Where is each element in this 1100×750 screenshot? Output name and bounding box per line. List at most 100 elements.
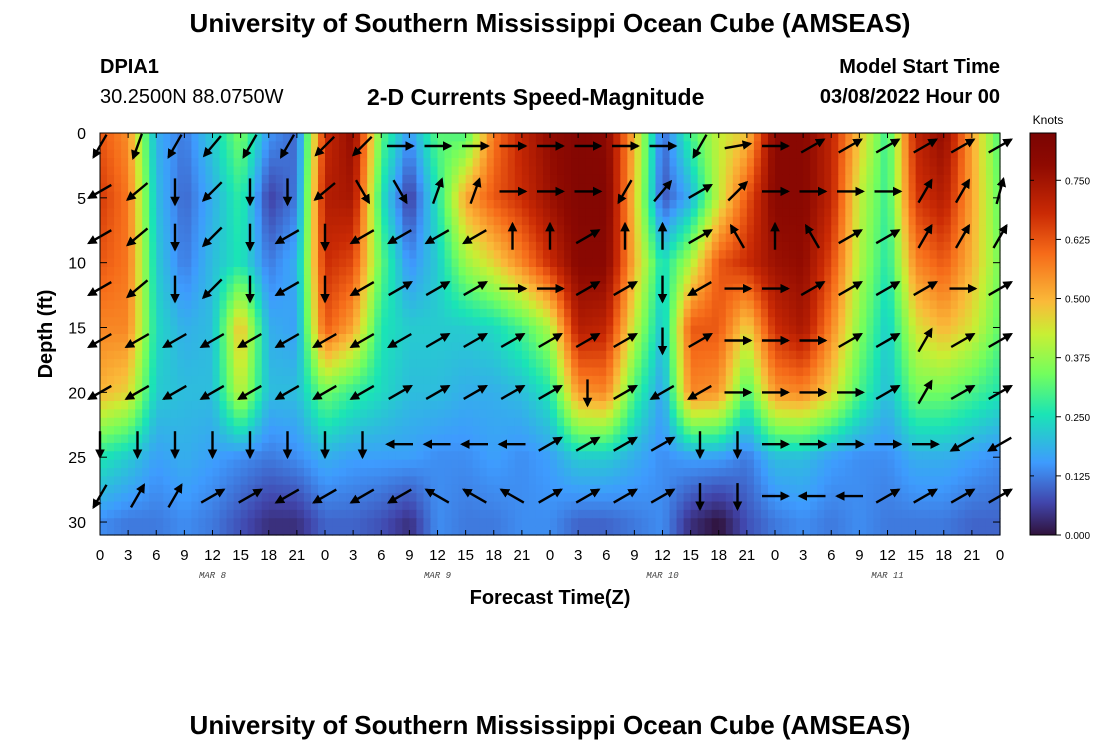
heatmap-cell xyxy=(690,250,699,260)
heatmap-cell xyxy=(437,158,446,168)
heatmap-cell xyxy=(367,409,375,419)
heatmap-cell xyxy=(528,350,537,360)
heatmap-cell xyxy=(866,133,875,142)
heatmap-cell xyxy=(978,375,987,385)
heatmap-cell xyxy=(992,267,1001,276)
heatmap-cell xyxy=(437,241,446,251)
heatmap-cell xyxy=(184,417,193,427)
heatmap-cell xyxy=(121,292,129,302)
heatmap-cell xyxy=(479,216,488,226)
heatmap-cell xyxy=(114,401,122,410)
heatmap-cell xyxy=(915,208,924,218)
heatmap-cell xyxy=(838,225,846,235)
heatmap-cell xyxy=(866,325,875,335)
heatmap-cell xyxy=(191,392,200,402)
heatmap-cell xyxy=(796,166,804,176)
heatmap-cell xyxy=(395,384,403,394)
heatmap-cell xyxy=(697,384,706,394)
heatmap-cell xyxy=(444,409,453,419)
heatmap-cell xyxy=(838,200,846,209)
heatmap-cell xyxy=(486,208,495,218)
heatmap-cell xyxy=(866,367,875,377)
heatmap-cell xyxy=(135,375,143,385)
heatmap-cell xyxy=(261,283,270,293)
heatmap-cell xyxy=(760,292,769,302)
heatmap-cell xyxy=(128,401,136,410)
heatmap-cell xyxy=(746,325,755,335)
heatmap-cell xyxy=(458,367,467,377)
heatmap-cell xyxy=(212,426,221,436)
heatmap-cell xyxy=(409,409,418,419)
heatmap-cell xyxy=(184,375,193,385)
heatmap-cell xyxy=(950,233,959,243)
heatmap-cell xyxy=(908,166,917,176)
heatmap-cell xyxy=(704,283,713,293)
heatmap-cell xyxy=(437,267,446,276)
heatmap-cell xyxy=(486,225,495,235)
heatmap-cell xyxy=(711,183,720,193)
heatmap-cell xyxy=(409,158,418,168)
heatmap-cell xyxy=(957,200,966,209)
heatmap-cell xyxy=(641,233,650,243)
heatmap-cell xyxy=(929,166,938,176)
heatmap-cell xyxy=(739,375,748,385)
heatmap-cell xyxy=(423,300,432,310)
heatmap-cell xyxy=(303,334,312,343)
heatmap-cell xyxy=(128,434,136,444)
heatmap-cell xyxy=(395,166,403,176)
heatmap-cell xyxy=(528,275,537,285)
heatmap-cell xyxy=(339,325,347,335)
heatmap-cell xyxy=(655,384,664,394)
heatmap-cell xyxy=(831,350,839,360)
heatmap-cell xyxy=(929,200,938,209)
heatmap-cell xyxy=(803,216,811,226)
heatmap-cell xyxy=(247,442,256,452)
heatmap-cell xyxy=(409,375,418,385)
heatmap-cell xyxy=(233,401,242,410)
heatmap-cell xyxy=(838,451,846,461)
heatmap-cell xyxy=(339,434,347,444)
heatmap-cell xyxy=(528,267,537,276)
heatmap-cell xyxy=(135,442,143,452)
heatmap-cell xyxy=(978,308,987,318)
heatmap-cell xyxy=(971,342,980,352)
heatmap-cell xyxy=(901,350,910,360)
heatmap-cell xyxy=(957,292,966,302)
heatmap-cell xyxy=(163,166,171,176)
heatmap-cell xyxy=(606,375,614,385)
heatmap-cell xyxy=(725,275,734,285)
heatmap-cell xyxy=(964,350,973,360)
heatmap-cell xyxy=(599,166,607,176)
heatmap-cell xyxy=(964,191,973,201)
heatmap-cell xyxy=(936,149,945,159)
heatmap-cell xyxy=(627,267,635,276)
heatmap-cell xyxy=(571,258,579,268)
heatmap-cell xyxy=(500,334,509,343)
heatmap-cell xyxy=(866,166,875,176)
heatmap-cell xyxy=(451,417,460,427)
heatmap-cell xyxy=(465,208,474,218)
heatmap-cell xyxy=(367,392,375,402)
heatmap-cell xyxy=(613,200,621,209)
heatmap-cell xyxy=(254,442,263,452)
heatmap-cell xyxy=(268,216,277,226)
heatmap-cell xyxy=(866,308,875,318)
heatmap-cell xyxy=(901,434,910,444)
heatmap-cell xyxy=(655,258,664,268)
heatmap-cell xyxy=(578,342,586,352)
heatmap-cell xyxy=(648,166,657,176)
heatmap-cell xyxy=(725,250,734,260)
heatmap-cell xyxy=(922,426,931,436)
heatmap-cell xyxy=(416,283,425,293)
heatmap-cell xyxy=(486,258,495,268)
heatmap-cell xyxy=(662,283,671,293)
heatmap-cell xyxy=(395,267,403,276)
heatmap-cell xyxy=(254,375,263,385)
heatmap-cell xyxy=(564,275,572,285)
heatmap-cell xyxy=(739,350,748,360)
heatmap-cell xyxy=(894,141,903,151)
heatmap-cell xyxy=(114,375,122,385)
heatmap-cell xyxy=(493,283,502,293)
heatmap-cell xyxy=(268,426,277,436)
heatmap-cell xyxy=(676,375,685,385)
